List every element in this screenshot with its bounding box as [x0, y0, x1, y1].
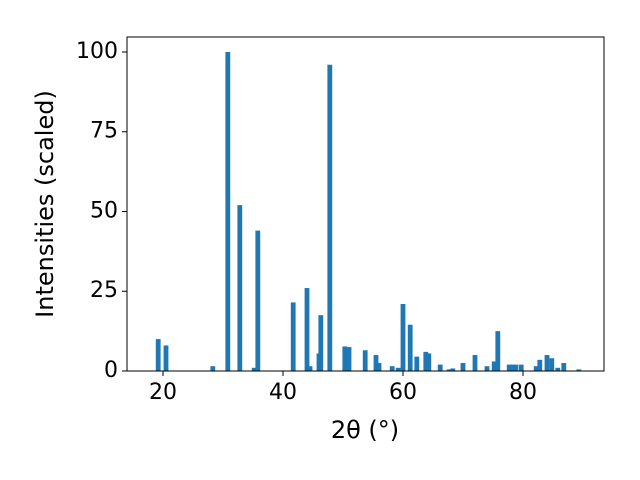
bar — [395, 367, 401, 371]
bar — [251, 367, 257, 371]
bar — [484, 366, 490, 371]
bar — [318, 315, 324, 371]
bar — [373, 355, 379, 371]
y-tick-label: 25 — [90, 278, 118, 303]
x-tick-label: 60 — [389, 380, 417, 405]
y-tick-label: 50 — [90, 198, 118, 223]
y-tick-label: 0 — [104, 358, 118, 383]
bar — [549, 358, 555, 371]
x-tick-label: 20 — [149, 380, 177, 405]
bar — [210, 366, 216, 371]
bar — [163, 345, 169, 371]
bar — [513, 364, 519, 371]
bar — [426, 353, 432, 371]
bar — [255, 230, 261, 371]
bar — [446, 369, 452, 371]
bar — [346, 347, 352, 371]
bar — [533, 366, 539, 371]
bar — [472, 355, 478, 371]
bar — [290, 302, 296, 371]
bar — [510, 364, 516, 371]
bar — [561, 363, 567, 371]
bar — [537, 359, 543, 371]
bar — [506, 364, 512, 371]
x-tick-label: 40 — [269, 380, 297, 405]
bar — [225, 51, 231, 371]
x-tick-label: 80 — [509, 380, 537, 405]
y-tick-label: 100 — [76, 39, 118, 64]
bar — [518, 364, 524, 371]
bar — [389, 366, 395, 371]
plot-frame — [126, 36, 605, 372]
bar — [460, 363, 466, 371]
bar — [576, 369, 582, 371]
bar — [491, 361, 497, 371]
bar — [423, 351, 429, 371]
bar — [407, 324, 413, 371]
bar — [414, 356, 420, 371]
bar — [155, 339, 161, 371]
bar — [400, 304, 406, 371]
bar — [304, 288, 310, 371]
bar — [450, 368, 456, 371]
bar — [376, 363, 382, 371]
bar — [555, 367, 561, 371]
x-axis-label: 2θ (°) — [331, 416, 399, 444]
bar — [327, 64, 333, 372]
y-tick-label: 75 — [90, 119, 118, 144]
bar — [495, 331, 501, 371]
bar — [307, 366, 313, 371]
bar — [237, 205, 243, 371]
bar — [362, 350, 368, 371]
bar — [437, 364, 443, 371]
bar — [342, 346, 348, 371]
y-axis-label: Intensities (scaled) — [31, 90, 59, 318]
bar — [544, 355, 550, 371]
